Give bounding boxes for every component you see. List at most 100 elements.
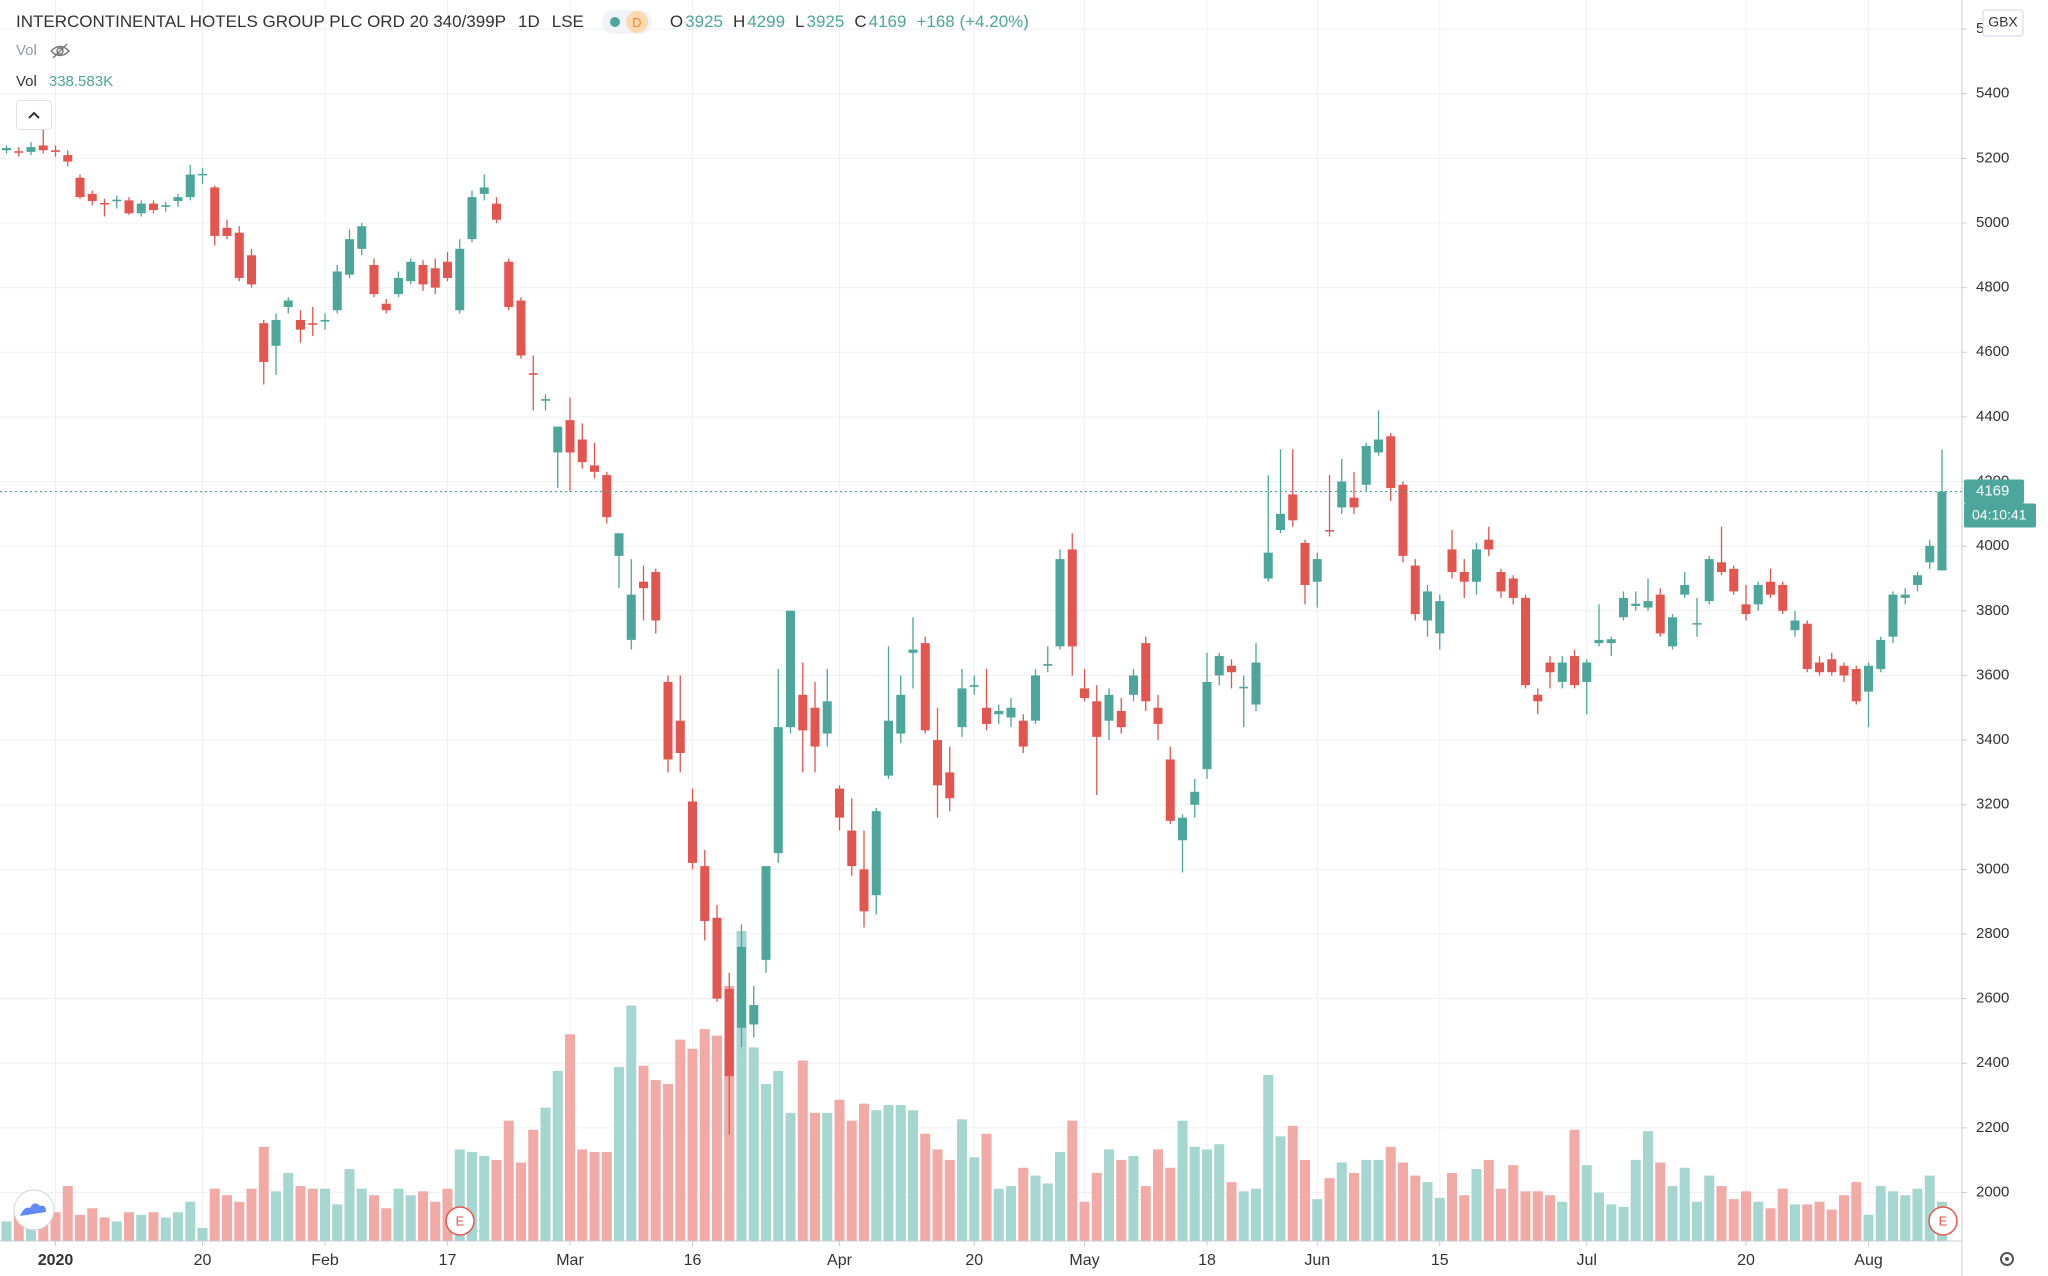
candle-body	[161, 205, 171, 207]
volume-bar	[1042, 1183, 1053, 1241]
candle-body	[1802, 623, 1812, 669]
x-tick-label: 15	[1431, 1252, 1449, 1269]
candle-body	[149, 203, 158, 211]
candle-body	[1300, 542, 1310, 585]
volume-bar	[258, 1146, 269, 1241]
candle-body	[810, 707, 820, 747]
volume-bar	[601, 1152, 612, 1241]
candle-body	[1141, 643, 1151, 702]
header: INTERCONTINENTAL HOTELS GROUP PLC ORD 20…	[16, 10, 1039, 34]
candle-body	[63, 155, 73, 162]
interval[interactable]: 1D	[518, 12, 540, 31]
candle-body	[1349, 497, 1359, 508]
candle-body	[565, 420, 575, 453]
candle-body	[1545, 662, 1555, 673]
volume-bar	[1839, 1195, 1849, 1241]
volume-bar	[283, 1172, 294, 1241]
candle-body	[1913, 575, 1922, 585]
ohlc-value: 4169	[868, 12, 907, 31]
earnings-marker[interactable]	[445, 1206, 475, 1236]
y-tick-label: 2000	[1976, 1183, 2009, 1200]
volume-bar	[222, 1195, 232, 1241]
candle-body	[136, 203, 146, 214]
volume-bar	[810, 1112, 820, 1241]
candle-body	[1398, 484, 1408, 556]
volume-bar	[699, 1029, 710, 1241]
x-tick-label: Jul	[1577, 1252, 1597, 1269]
candle-body	[443, 261, 452, 278]
price-label-box	[1964, 479, 2024, 504]
candle-body	[381, 303, 391, 311]
x-tick-label: Apr	[827, 1252, 853, 1269]
volume-bar	[834, 1099, 845, 1241]
candle-body	[332, 271, 342, 311]
candle-body	[1484, 539, 1494, 550]
candle-body	[1202, 681, 1212, 770]
earnings-marker[interactable]	[1928, 1206, 1958, 1236]
candle-body	[773, 727, 783, 854]
data-badge: D	[625, 11, 648, 33]
candle-body	[577, 439, 587, 463]
x-tick-label: Feb	[311, 1252, 339, 1269]
candle-body	[1092, 701, 1102, 737]
volume-bar	[1079, 1201, 1090, 1241]
ohlc-key: H	[732, 12, 746, 31]
candle-body	[933, 740, 942, 786]
candle-body	[1227, 665, 1236, 673]
collapse-button[interactable]	[16, 100, 52, 130]
candle-body	[406, 261, 416, 282]
volume-bar	[75, 1214, 85, 1241]
volume-bar	[552, 1070, 563, 1241]
hidden-eye-icon[interactable]	[49, 42, 71, 59]
volume-bar	[1398, 1162, 1408, 1241]
logo[interactable]	[13, 1189, 55, 1231]
candle-body	[516, 300, 526, 356]
volume-bar	[1251, 1188, 1261, 1241]
volume-bar	[1875, 1186, 1886, 1241]
y-tick-label: 3400	[1976, 731, 2009, 748]
candle-body	[1288, 494, 1298, 521]
candle-body	[1067, 549, 1077, 647]
volume-bar	[148, 1212, 159, 1241]
settings-gear[interactable]	[2000, 1252, 2014, 1266]
candle-body	[430, 268, 440, 288]
candle-body	[920, 643, 930, 731]
candle-body	[173, 197, 183, 202]
volume-bar	[344, 1169, 355, 1241]
candle-body	[1876, 639, 1886, 669]
volume-bar	[516, 1162, 526, 1241]
candle-body	[1533, 694, 1543, 702]
candle-body	[871, 811, 881, 896]
candle-body	[982, 707, 991, 724]
volume-bar	[736, 931, 747, 1241]
candle-body	[1680, 584, 1690, 595]
candle-body	[626, 594, 636, 640]
volume-bar	[528, 1129, 539, 1241]
volume-bar	[136, 1214, 147, 1241]
candle-body	[1704, 559, 1714, 602]
candle-body	[479, 187, 489, 194]
candle-body	[884, 720, 893, 776]
volume-bar	[1459, 1195, 1470, 1241]
volume-bar	[1202, 1149, 1212, 1241]
candle-body	[1925, 545, 1935, 563]
candle-body	[357, 226, 367, 249]
candle-body	[1104, 694, 1114, 721]
volume-bar	[1802, 1204, 1813, 1241]
volume-bar	[969, 1157, 980, 1241]
volume-bar	[369, 1195, 379, 1241]
volume-bar	[589, 1152, 600, 1241]
candle-body	[1165, 759, 1175, 821]
y-tick-label: 4800	[1976, 279, 2009, 296]
currency-box[interactable]	[1982, 9, 2024, 37]
candle-body	[1018, 720, 1028, 747]
volume-bar	[797, 1060, 808, 1241]
volume-bar	[271, 1191, 281, 1241]
y-tick-label: 3200	[1976, 796, 2009, 813]
volume-bar	[356, 1188, 367, 1241]
candle-body	[1643, 601, 1653, 608]
volume-bar	[1594, 1192, 1604, 1241]
volume-bar	[320, 1188, 330, 1241]
